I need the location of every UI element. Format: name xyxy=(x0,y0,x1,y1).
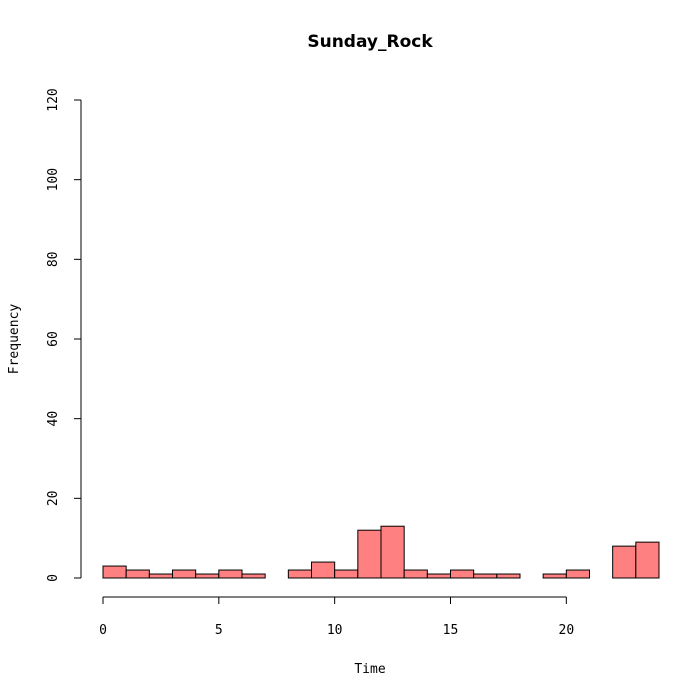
histogram-bar xyxy=(380,525,405,579)
histogram-bar xyxy=(635,541,660,579)
histogram-bar xyxy=(218,569,243,579)
histogram-bar xyxy=(496,573,521,579)
y-tick-label: 80 xyxy=(46,252,61,268)
histogram-bar xyxy=(287,569,313,579)
x-tick-label: 0 xyxy=(99,623,107,638)
histogram-bar xyxy=(357,529,382,579)
histogram-bar xyxy=(334,569,359,579)
histogram-bar xyxy=(473,573,498,579)
histogram-bar xyxy=(311,561,336,579)
chart-title: Sunday_Rock xyxy=(307,32,433,52)
x-axis-label: Time xyxy=(354,662,385,677)
x-tick-label: 15 xyxy=(443,623,459,638)
histogram-bar xyxy=(612,545,637,579)
y-tick-label: 40 xyxy=(46,411,61,427)
histogram-bar xyxy=(241,573,266,579)
y-axis-label: Frequency xyxy=(7,304,22,375)
y-tick-label: 20 xyxy=(46,491,61,507)
x-tick-label: 20 xyxy=(559,623,575,638)
histogram-bar xyxy=(565,569,590,579)
x-tick-label: 10 xyxy=(327,623,343,638)
y-tick-label: 60 xyxy=(46,331,61,347)
x-tick-label: 5 xyxy=(215,623,223,638)
histogram-bar xyxy=(148,573,173,579)
bars-layer xyxy=(102,525,660,579)
y-tick-label: 100 xyxy=(46,168,61,191)
y-axis: 0 20 40 60 80 100 120 xyxy=(46,88,82,582)
histogram-bar xyxy=(450,569,475,579)
x-axis: 0 5 10 15 20 xyxy=(99,596,575,638)
y-tick-label: 0 xyxy=(46,574,61,582)
y-tick-label: 120 xyxy=(46,88,61,111)
histogram-bar xyxy=(426,573,452,579)
histogram-bar xyxy=(102,565,127,579)
histogram-bar xyxy=(403,569,428,579)
histogram-bar xyxy=(195,573,220,579)
histogram-bar xyxy=(172,569,197,579)
histogram-bar xyxy=(125,569,150,579)
histogram-bar xyxy=(542,573,567,579)
